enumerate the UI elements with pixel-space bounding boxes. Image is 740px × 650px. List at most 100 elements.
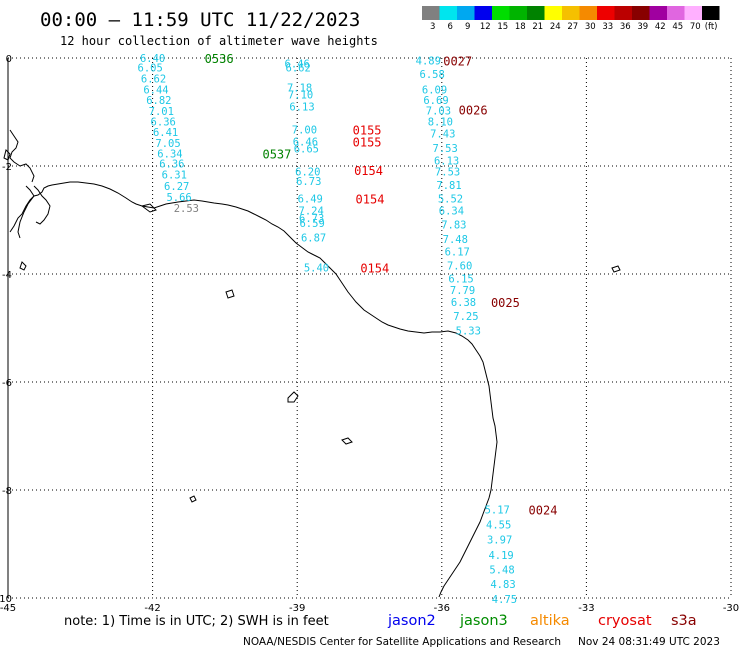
wave-height-value: 7.60: [447, 260, 472, 272]
legend-swatch: [614, 6, 632, 20]
wave-height-value: 4.55: [486, 520, 511, 532]
legend-label: 36: [620, 22, 631, 32]
legend-swatch: [667, 6, 685, 20]
wave-height-value: 6.13: [289, 102, 314, 114]
islet-near-coast: [140, 203, 157, 213]
wave-height-value: 7.24: [299, 205, 324, 217]
wave-height-value: 6.20: [295, 166, 320, 178]
wave-height-value: 6.73: [296, 176, 321, 188]
legend-swatch: [544, 6, 562, 20]
lat-lon-grid: [7, 57, 732, 599]
wave-height-value: 7.43: [430, 129, 455, 141]
legend-swatch: [702, 6, 720, 20]
legend-label: 33: [602, 22, 613, 32]
wave-height-value: 4.75: [492, 594, 517, 606]
pass-time-label: 0536: [205, 52, 234, 66]
wave-height-value: 6.73: [299, 213, 324, 225]
legend-label: 18: [515, 22, 526, 32]
island-fernando: [341, 437, 353, 445]
legend-swatch: [527, 6, 545, 20]
y-tick-label: -4: [2, 270, 12, 281]
wave-height-value: 5.66: [166, 192, 191, 204]
satellite-legend: jason2 jason3 altika cryosat s3a: [387, 613, 697, 629]
track-jason3-west: 6.406.056.626.446.827.016.366.417.056.34…: [138, 53, 192, 204]
wave-height-value: 5.33: [456, 326, 481, 338]
island-east: [611, 265, 621, 273]
x-tick-label: -42: [144, 603, 160, 614]
wave-height-value: 6.59: [299, 218, 324, 230]
legend-label: 15: [497, 22, 508, 32]
legend-label: 9: [465, 22, 470, 32]
wave-height-value: 6.46: [293, 137, 318, 149]
y-tick-label: -6: [2, 378, 12, 389]
x-tick-label: -33: [578, 603, 594, 614]
legend-label: 45: [672, 22, 683, 32]
wave-height-value: 7.18: [287, 83, 312, 95]
legend-label: 3: [430, 22, 435, 32]
legend-label: 6: [448, 22, 453, 32]
y-tick-label: -8: [2, 486, 12, 497]
track-cryosat-south: 5.17 4.55 3.97 4.19 5.48 4.83 4.75: [485, 504, 518, 606]
legend-swatch: [439, 6, 457, 20]
wave-height-value: 5.40: [304, 263, 329, 275]
pass-time-label: 0025: [491, 296, 520, 310]
legend-swatch: [632, 6, 650, 20]
wave-height-value: 7.10: [288, 90, 313, 102]
track-cryosat-east: 4.896.58 6.096.697.038.107.43 7.536.137.53…: [416, 56, 481, 338]
wave-height-value: 5.48: [489, 564, 514, 576]
y-tick-label: 0: [6, 54, 12, 65]
pass-time-label: 0026: [459, 103, 488, 117]
wave-height-value: 6.17: [445, 246, 470, 258]
units-note: note: 1) Time is in UTC; 2) SWH is in fe…: [64, 614, 329, 629]
track-cryosat-center: 6.466.627.187.106.137.006.466.656.206.73…: [285, 58, 330, 274]
x-tick-label: -39: [289, 603, 305, 614]
legend-label: 30: [585, 22, 596, 32]
wave-height-value: 6.34: [157, 149, 182, 161]
color-legend: 3 6 9 12 15 18 21 24 27 30 33 36 39 42 45 70 (ft): [422, 6, 720, 32]
wave-height-value: 6.62: [286, 63, 311, 75]
wave-height-value: 6.09: [422, 84, 447, 96]
coastline: [3, 129, 621, 598]
wave-height-value: 7.01: [149, 106, 174, 118]
legend-swatch: [492, 6, 510, 20]
satellite-cryosat: cryosat: [598, 613, 652, 629]
footer-timestamp: Nov 24 08:31:49 UTC 2023: [578, 636, 720, 648]
wave-height-value: 7.53: [433, 143, 458, 155]
latitude-tick-labels: 0 -2 -4 -6 -8 -10: [0, 54, 12, 605]
wave-height-value: 6.13: [434, 156, 459, 168]
footer-credit: NOAA/NESDIS Center for Satellite Applica…: [243, 636, 561, 648]
legend-label: 21: [532, 22, 543, 32]
wave-height-value: 6.46: [285, 58, 310, 70]
longitude-tick-labels: -45 -42 -39 -36 -33 -30: [0, 603, 739, 614]
pass-time-label: 0027: [443, 55, 472, 69]
wave-height-value: 6.49: [298, 193, 323, 205]
wave-height-value: 6.82: [146, 95, 171, 107]
map-title: 00:00 – 11:59 UTC 11/22/2023: [40, 9, 360, 31]
pass-time-label: 0154: [356, 192, 385, 206]
legend-label: 39: [637, 22, 648, 32]
wave-height-value: 7.48: [443, 234, 468, 246]
x-tick-label: -36: [434, 603, 450, 614]
wave-height-value: 5.17: [485, 504, 510, 516]
island-small-a: [3, 149, 11, 161]
pass-time-label: 0155: [353, 136, 382, 150]
island-small-c: [189, 495, 197, 503]
legend-swatch: [474, 6, 492, 20]
wave-height-value: 5.52: [438, 193, 463, 205]
wave-height-value: 6.27: [164, 181, 189, 193]
wave-height-value: 6.36: [151, 117, 176, 129]
wave-height-value: 4.89: [416, 56, 441, 68]
satellite-jason3: jason3: [459, 613, 508, 629]
pass-time-label: 0154: [354, 164, 383, 178]
wave-height-value: 8.10: [428, 117, 453, 129]
wave-height-value: 7.53: [435, 166, 460, 178]
island-small-b: [19, 261, 27, 271]
wave-height-value: 7.79: [450, 285, 475, 297]
wave-height-value: 4.19: [488, 550, 513, 562]
legend-label: 42: [655, 22, 666, 32]
island-delta-1: [9, 129, 35, 183]
wave-height-value: 6.05: [138, 63, 163, 75]
satellite-altika: altika: [530, 613, 570, 629]
wave-height-value: 7.81: [436, 180, 461, 192]
